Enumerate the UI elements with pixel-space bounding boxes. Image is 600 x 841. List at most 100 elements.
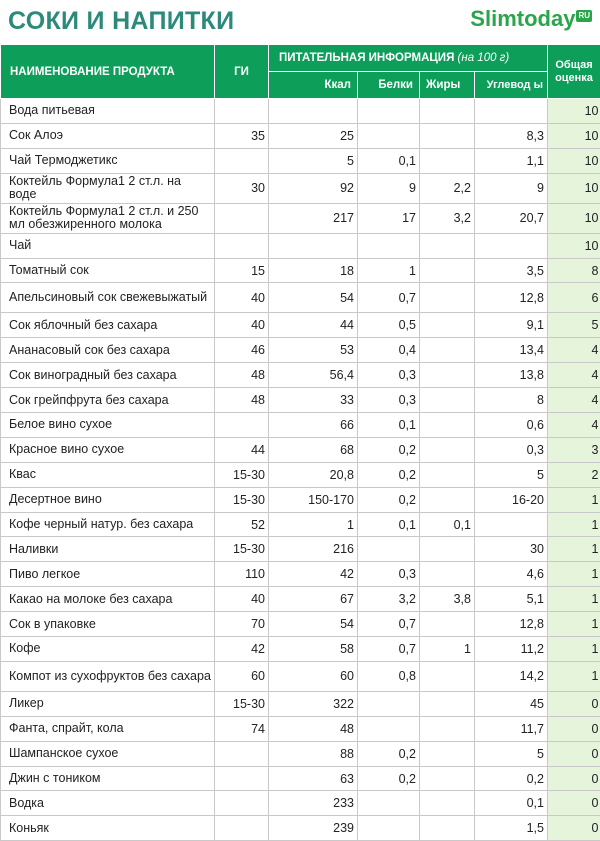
cell-kcal: 150-170	[268, 486, 358, 513]
cell-fat: 3,2	[419, 202, 475, 234]
cell-kcal: 44	[268, 312, 358, 339]
cell-protein	[357, 536, 420, 563]
cell-carbs: 9	[474, 172, 548, 204]
cell-fat	[419, 765, 475, 792]
cell-product-name: Джин с тоником	[0, 765, 215, 792]
cell-kcal: 54	[268, 611, 358, 638]
cell-carbs: 5,1	[474, 586, 548, 613]
cell-product-name: Сок яблочный без сахара	[0, 312, 215, 339]
table-row: Шампанское сухое 88 0,2 5 0	[0, 740, 600, 767]
cell-carbs: 0,6	[474, 412, 548, 438]
cell-fat	[419, 257, 475, 284]
cell-gi	[214, 412, 269, 438]
cell-product-name: Квас	[0, 461, 215, 488]
cell-protein	[357, 815, 420, 841]
table-row: Сок в упаковке 70 54 0,7 12,8 1	[0, 611, 600, 638]
cell-protein: 3,2	[357, 586, 420, 613]
cell-protein: 0,3	[357, 362, 420, 389]
cell-product-name: Чай Термоджетикс	[0, 147, 215, 174]
cell-carbs: 13,8	[474, 362, 548, 389]
cell-score: 3	[547, 436, 600, 463]
cell-carbs: 20,7	[474, 202, 548, 234]
table-row: Водка 233 0,1 0	[0, 790, 600, 817]
cell-kcal: 25	[268, 122, 358, 149]
cell-score: 0	[547, 740, 600, 767]
cell-protein: 0,4	[357, 337, 420, 364]
cell-carbs: 0,2	[474, 765, 548, 792]
cell-product-name: Сок виноградный без сахара	[0, 362, 215, 389]
cell-product-name: Коктейль Формула1 2 ст.л. и 250 мл обезж…	[0, 202, 215, 234]
cell-fat: 3,8	[419, 586, 475, 613]
table-row: Ананасовый сок без сахара 46 53 0,4 13,4 4	[0, 337, 600, 364]
cell-protein	[357, 790, 420, 817]
header-nutrition-unit: (на 100 г)	[457, 52, 510, 64]
cell-product-name: Какао на молоке без сахара	[0, 586, 215, 613]
cell-kcal: 92	[268, 172, 358, 204]
cell-gi: 48	[214, 387, 269, 414]
cell-gi: 110	[214, 561, 269, 588]
table-row: Какао на молоке без сахара 40 67 3,2 3,8 5,1 1	[0, 586, 600, 613]
cell-protein: 0,3	[357, 561, 420, 588]
cell-product-name: Апельсиновый сок свежевыжатый	[0, 282, 215, 314]
cell-protein: 0,7	[357, 636, 420, 662]
cell-product-name: Ликер	[0, 690, 215, 717]
cell-product-name: Шампанское сухое	[0, 740, 215, 767]
cell-kcal	[268, 232, 358, 259]
cell-kcal: 56,4	[268, 362, 358, 389]
cell-score: 1	[547, 586, 600, 613]
cell-kcal: 216	[268, 536, 358, 563]
cell-kcal: 233	[268, 790, 358, 817]
cell-product-name: Пиво легкое	[0, 561, 215, 588]
table-row: Коктейль Формула1 2 ст.л. на воде 30 92 9 2,…	[0, 172, 600, 204]
nutrition-table: НАИМЕНОВАНИЕ ПРОДУКТА ГИ ПИТАТЕЛЬНАЯ ИНФ…	[0, 44, 600, 841]
cell-kcal: 60	[268, 660, 358, 692]
cell-score: 4	[547, 362, 600, 389]
cell-kcal: 63	[268, 765, 358, 792]
cell-fat: 1	[419, 636, 475, 662]
cell-fat: 0,1	[419, 511, 475, 538]
cell-carbs: 3,5	[474, 257, 548, 284]
cell-fat	[419, 461, 475, 488]
table-row: Чай 10	[0, 232, 600, 259]
cell-gi: 70	[214, 611, 269, 638]
cell-protein: 1	[357, 257, 420, 284]
cell-fat	[419, 122, 475, 149]
cell-kcal: 42	[268, 561, 358, 588]
cell-product-name: Кофе черный натур. без сахара	[0, 511, 215, 538]
table-row: Фанта, спрайт, кола 74 48 11,7 0	[0, 715, 600, 742]
cell-carbs: 11,7	[474, 715, 548, 742]
cell-product-name: Десертное вино	[0, 486, 215, 513]
cell-carbs: 1,1	[474, 147, 548, 174]
cell-score: 1	[547, 660, 600, 692]
table-row: Кофе черный натур. без сахара 52 1 0,1 0,1 1	[0, 511, 600, 538]
cell-kcal: 66	[268, 412, 358, 438]
cell-carbs: 0,3	[474, 436, 548, 463]
cell-gi: 15-30	[214, 536, 269, 563]
cell-kcal: 53	[268, 337, 358, 364]
table-row: Сок виноградный без сахара 48 56,4 0,3 13,8 4	[0, 362, 600, 389]
cell-score: 0	[547, 690, 600, 717]
cell-protein: 0,5	[357, 312, 420, 339]
cell-fat	[419, 436, 475, 463]
cell-score: 1	[547, 486, 600, 513]
cell-gi	[214, 815, 269, 841]
table-body: Вода питьевая 10 Сок Алоэ 35 25 8,3 10 Чай Терм…	[0, 98, 600, 841]
cell-gi: 60	[214, 660, 269, 692]
cell-fat	[419, 312, 475, 339]
cell-carbs	[474, 232, 548, 259]
cell-product-name: Коктейль Формула1 2 ст.л. на воде	[0, 172, 215, 204]
cell-fat	[419, 740, 475, 767]
cell-gi: 35	[214, 122, 269, 149]
table-row: Кофе 42 58 0,7 1 11,2 1	[0, 636, 600, 662]
cell-score: 0	[547, 715, 600, 742]
cell-product-name: Фанта, спрайт, кола	[0, 715, 215, 742]
cell-product-name: Чай	[0, 232, 215, 259]
cell-kcal: 5	[268, 147, 358, 174]
cell-protein	[357, 98, 420, 124]
cell-protein: 0,8	[357, 660, 420, 692]
cell-fat	[419, 815, 475, 841]
cell-carbs: 11,2	[474, 636, 548, 662]
cell-protein: 0,2	[357, 436, 420, 463]
cell-gi: 74	[214, 715, 269, 742]
header-product-name: НАИМЕНОВАНИЕ ПРОДУКТА	[0, 44, 215, 99]
